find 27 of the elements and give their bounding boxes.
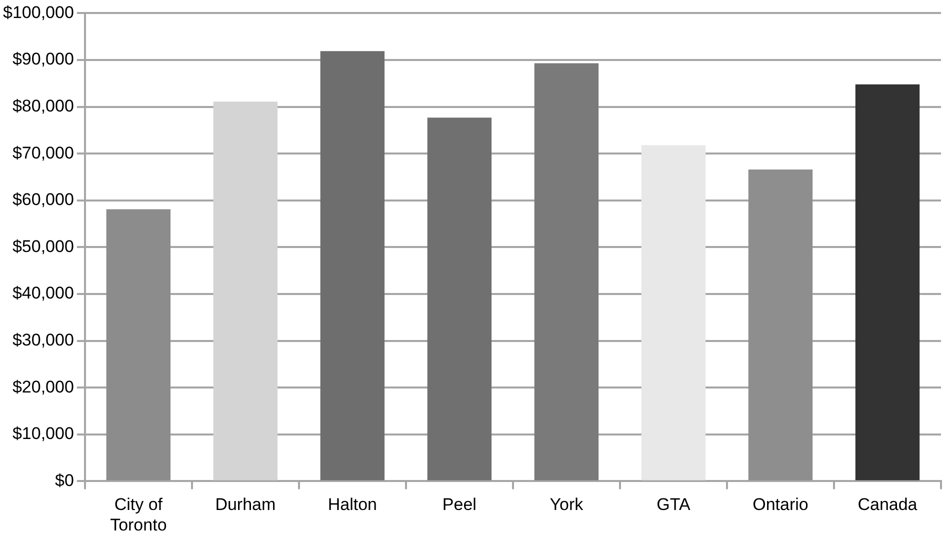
x-tick-label: Ontario xyxy=(752,495,808,514)
bar xyxy=(320,51,385,480)
y-tick-label: $30,000 xyxy=(12,330,74,350)
bar xyxy=(427,118,492,480)
y-tick-label: $20,000 xyxy=(12,377,74,396)
y-tick-label: $10,000 xyxy=(12,424,74,444)
y-tick-label: $100,000 xyxy=(3,2,74,22)
y-tick-label: $70,000 xyxy=(12,143,74,162)
bar xyxy=(748,170,813,480)
bar xyxy=(534,63,599,480)
y-tick-label: $60,000 xyxy=(12,190,74,210)
x-tick-label: Durham xyxy=(215,495,276,514)
bar xyxy=(641,145,706,480)
y-tick-label: $90,000 xyxy=(12,50,74,69)
x-tick-label: York xyxy=(550,495,584,514)
y-tick-label: $0 xyxy=(54,470,74,490)
x-tick-label: Canada xyxy=(858,495,918,514)
y-tick-label: $80,000 xyxy=(12,96,74,116)
x-tick-label: Halton xyxy=(328,495,378,514)
y-tick-label: $40,000 xyxy=(12,284,74,303)
x-tick-label: City of Toronto xyxy=(110,495,167,534)
x-tick-label: GTA xyxy=(656,495,691,514)
bar xyxy=(106,209,171,480)
bar xyxy=(213,102,278,480)
x-tick-label: Peel xyxy=(442,495,476,514)
bar xyxy=(855,84,920,480)
y-tick-label: $50,000 xyxy=(12,236,74,256)
